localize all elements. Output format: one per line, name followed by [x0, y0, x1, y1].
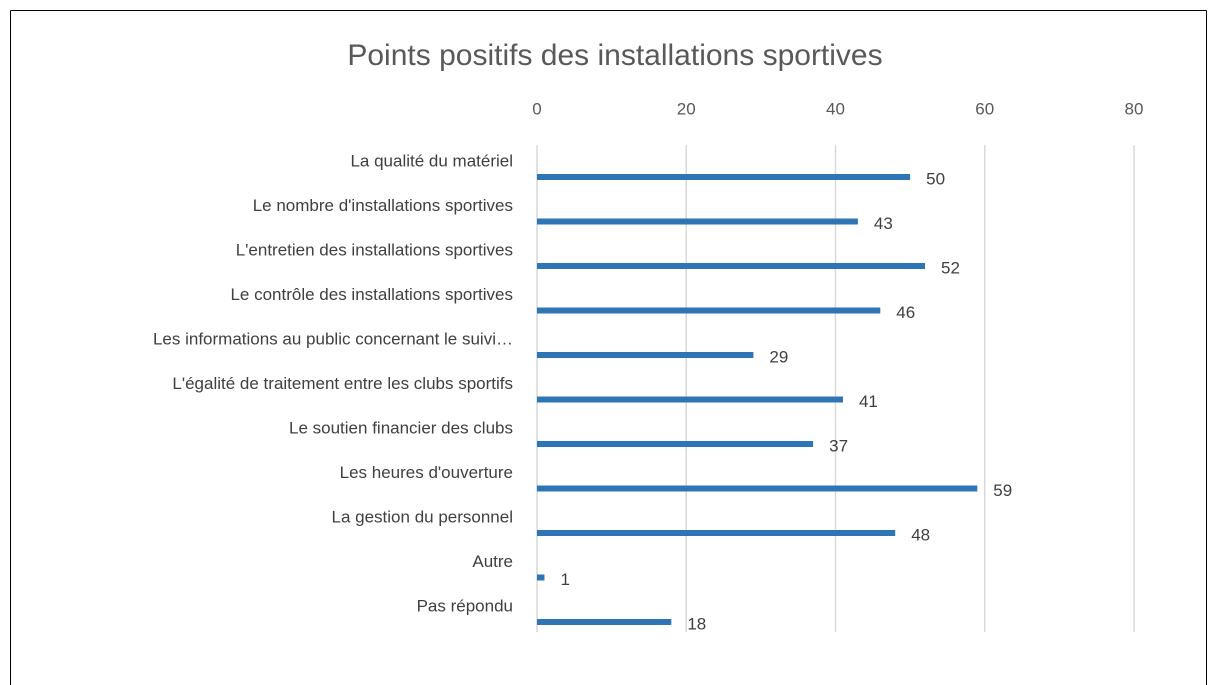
data-label: 41: [859, 392, 878, 411]
y-tick-label: Le contrôle des installations sportives: [230, 285, 513, 304]
data-label: 43: [874, 214, 893, 233]
bar: [537, 174, 911, 180]
y-tick-label: La qualité du matériel: [350, 151, 513, 170]
bar: [537, 441, 814, 447]
y-tick-label: Autre: [472, 552, 513, 571]
bar: [537, 396, 843, 403]
bar: [537, 352, 754, 358]
y-tick-label: Les informations au public concernant le…: [153, 329, 513, 348]
y-tick-label: L'égalité de traitement entre les clubs …: [172, 374, 513, 393]
bar: [537, 485, 978, 492]
x-tick-label: 60: [975, 99, 994, 118]
bar: [537, 307, 881, 314]
data-label: 18: [687, 614, 706, 633]
data-label: 59: [993, 481, 1012, 500]
data-label: 29: [769, 347, 788, 366]
y-tick-label: Le nombre d'installations sportives: [253, 196, 513, 215]
chart-title: Points positifs des installations sporti…: [347, 39, 882, 72]
data-label: 46: [896, 303, 915, 322]
data-label: 52: [941, 258, 960, 277]
x-tick-label: 80: [1125, 99, 1144, 118]
y-tick-label: Pas répondu: [417, 596, 513, 615]
bar: [537, 530, 896, 536]
y-tick-label: Les heures d'ouverture: [340, 463, 513, 482]
x-tick-label: 40: [826, 99, 845, 118]
data-label: 1: [560, 570, 569, 589]
y-tick-label: Le soutien financier des clubs: [289, 418, 513, 437]
data-label: 50: [926, 169, 945, 188]
y-tick-label: L'entretien des installations sportives: [236, 240, 513, 259]
bar: [537, 218, 858, 225]
y-tick-label: La gestion du personnel: [332, 507, 513, 526]
data-label: 37: [829, 436, 848, 455]
x-tick-label: 20: [677, 99, 696, 118]
data-label: 48: [911, 525, 930, 544]
bar: [537, 263, 926, 269]
bar: [537, 574, 545, 581]
x-tick-label: 0: [532, 99, 541, 118]
bar: [537, 619, 672, 625]
